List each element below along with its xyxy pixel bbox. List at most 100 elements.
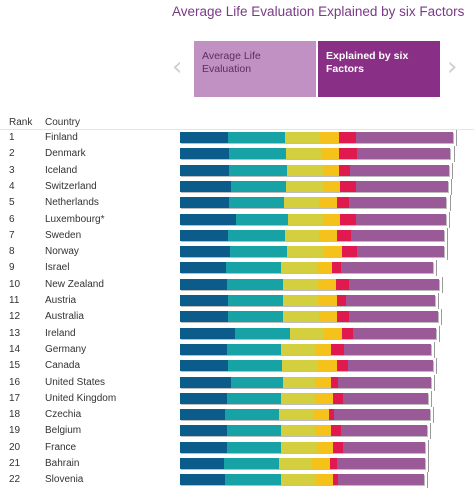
bar-segment [227, 360, 283, 372]
bar-segment [348, 360, 433, 372]
rank-label: 9 [9, 262, 15, 274]
score-marker [438, 325, 440, 342]
bar-segment [355, 213, 446, 225]
stacked-bar[interactable] [180, 164, 449, 176]
bar-segment [231, 376, 284, 388]
country-label: France [45, 441, 77, 453]
country-label: Netherlands [45, 197, 99, 209]
bar-segment [343, 392, 428, 404]
rank-label: 8 [9, 246, 15, 258]
bar-segment [229, 197, 284, 209]
table-row: 4 Switzerland [0, 178, 474, 195]
rank-label: 1 [9, 132, 15, 143]
bar-segment [313, 409, 329, 421]
bar-segment [350, 164, 449, 176]
rank-label: 18 [9, 409, 21, 421]
table-row: 9 Israel [0, 260, 474, 277]
stacked-bar[interactable] [180, 213, 446, 225]
country-label: Iceland [45, 164, 78, 176]
score-marker [456, 130, 458, 146]
rank-label: 15 [9, 360, 21, 372]
stacked-bar[interactable] [180, 360, 433, 372]
score-marker [449, 195, 451, 212]
bar-segment [349, 197, 447, 209]
rank-label: 10 [9, 278, 21, 290]
stacked-bar[interactable] [180, 425, 427, 437]
stacked-bar[interactable] [180, 409, 430, 421]
stacked-bar[interactable] [180, 392, 428, 404]
bar-segment [314, 474, 333, 486]
stacked-bar[interactable] [180, 441, 425, 453]
bar-segment [336, 295, 347, 306]
bar-segment [322, 164, 340, 176]
rank-label: 21 [9, 458, 21, 469]
stacked-bar[interactable] [180, 474, 424, 486]
score-marker [434, 341, 436, 358]
stacked-bar[interactable] [180, 180, 449, 192]
bar-segment [335, 278, 350, 290]
column-header-rank: Rank [9, 117, 33, 128]
rank-label: 6 [9, 213, 15, 225]
bar-segment [344, 343, 432, 355]
bar-segment [228, 311, 283, 323]
rank-label: 4 [9, 180, 15, 192]
bar-segment [225, 409, 279, 421]
rank-label: 11 [9, 295, 20, 306]
bar-segment [278, 458, 312, 469]
stacked-bar[interactable] [180, 246, 444, 258]
bar-segment [180, 311, 229, 323]
tab-average-life-evaluation[interactable]: Average Life Evaluation [194, 41, 316, 97]
bar-segment [229, 148, 286, 160]
country-label: United States [45, 376, 106, 388]
bar-segment [333, 392, 344, 404]
bar-segment [180, 164, 230, 176]
stacked-bar[interactable] [180, 295, 436, 306]
rank-label: 2 [9, 148, 15, 160]
stacked-bar[interactable] [180, 327, 436, 339]
bar-segment [317, 262, 333, 274]
bar-segment [286, 180, 323, 192]
stacked-bar[interactable] [180, 376, 431, 388]
stacked-bar[interactable] [180, 458, 425, 469]
bar-segment [317, 278, 336, 290]
country-label: Bahrain [45, 458, 80, 469]
table-row: 16 United States [0, 374, 474, 391]
stacked-bar[interactable] [180, 229, 445, 241]
score-marker [426, 472, 428, 488]
bar-segment [281, 392, 316, 404]
table-row: 20 France [0, 439, 474, 456]
bar-segment [224, 458, 279, 469]
bar-segment [225, 474, 282, 486]
country-label: Germany [45, 343, 87, 355]
stacked-bar[interactable] [180, 197, 447, 209]
rank-label: 5 [9, 197, 15, 209]
country-label: Canada [45, 360, 81, 372]
bar-segment [180, 441, 227, 453]
chevron-left-icon[interactable]: ‹ [172, 52, 183, 82]
table-row: 21 Bahrain [0, 456, 474, 472]
rank-label: 19 [9, 425, 21, 437]
stacked-bar[interactable] [180, 343, 432, 355]
bar-segment [281, 262, 318, 274]
tab-explained-by-six-factors[interactable]: Explained by six Factors [318, 41, 440, 97]
chart-title: Average Life Evaluation Explained by six… [172, 4, 465, 19]
bar-segment [278, 409, 314, 421]
bar-segment [180, 474, 226, 486]
rank-label: 13 [9, 327, 21, 339]
stacked-bar[interactable] [180, 311, 438, 323]
country-label: Czechia [45, 409, 82, 421]
stacked-bar[interactable] [180, 262, 433, 274]
bar-segment [311, 458, 331, 469]
chevron-right-icon[interactable]: › [447, 52, 458, 82]
bar-segment [315, 392, 334, 404]
bar-segment [356, 246, 444, 258]
bar-segment [282, 295, 319, 306]
stacked-bar[interactable] [180, 132, 453, 143]
bar-segment [338, 474, 424, 486]
bar-segment [339, 132, 356, 143]
bar-segment [280, 425, 315, 437]
bar-segment [331, 376, 339, 388]
stacked-bar[interactable] [180, 278, 439, 290]
country-label: Slovenia [45, 474, 84, 486]
stacked-bar[interactable] [180, 148, 451, 160]
